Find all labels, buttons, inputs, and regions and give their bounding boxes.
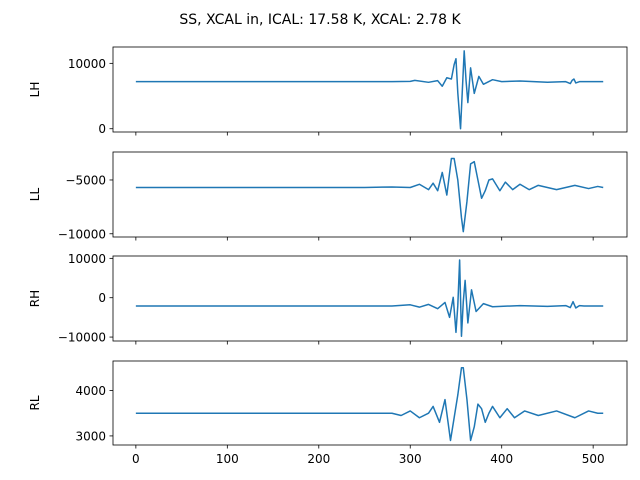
y-tick-label: 0: [98, 291, 106, 305]
x-tick-label: 0: [132, 452, 140, 466]
y-axis-label: RL: [28, 395, 42, 410]
axes-layer: 010000LH−10000−5000LL−10000010000RH30004…: [28, 46, 628, 466]
series-line: [135, 367, 604, 442]
axes-panel-lh: 0 10000 LH: [28, 46, 628, 136]
series-line: [135, 50, 604, 130]
y-tick-label: 10000: [68, 57, 106, 71]
x-tick-label: 100: [216, 452, 239, 466]
axes-panel-ll: −10000 −5000 LL: [28, 151, 628, 241]
y-axis-label: LH: [28, 82, 42, 98]
axes-panel-rh: −10000 0 10000 RH: [28, 252, 628, 345]
x-tick-label: 200: [307, 452, 330, 466]
axes-frame: [112, 151, 628, 238]
y-axis-label: LL: [28, 188, 42, 202]
axes-frame: [112, 255, 628, 342]
axes-panel-rl: 3000 4000 0 100 200 300 400 500 RL: [28, 360, 628, 466]
y-tick-label: −10000: [58, 331, 106, 345]
y-tick-label: −10000: [58, 227, 106, 241]
x-tick-label: 400: [490, 452, 513, 466]
y-tick-label: 4000: [75, 384, 106, 398]
y-axis-label: RH: [28, 290, 42, 307]
series-line: [135, 259, 604, 338]
axes-frame: [112, 360, 628, 446]
figure-suptitle: SS, XCAL in, ICAL: 17.58 K, XCAL: 2.78 K: [179, 12, 461, 28]
axes-frame: [112, 46, 628, 133]
y-tick-label: 0: [98, 122, 106, 136]
x-tick-label: 300: [399, 452, 422, 466]
y-tick-label: 10000: [68, 252, 106, 266]
y-tick-label: 3000: [75, 429, 106, 443]
y-tick-label: −5000: [65, 173, 106, 187]
series-line: [135, 157, 604, 233]
x-tick-label: 500: [582, 452, 605, 466]
